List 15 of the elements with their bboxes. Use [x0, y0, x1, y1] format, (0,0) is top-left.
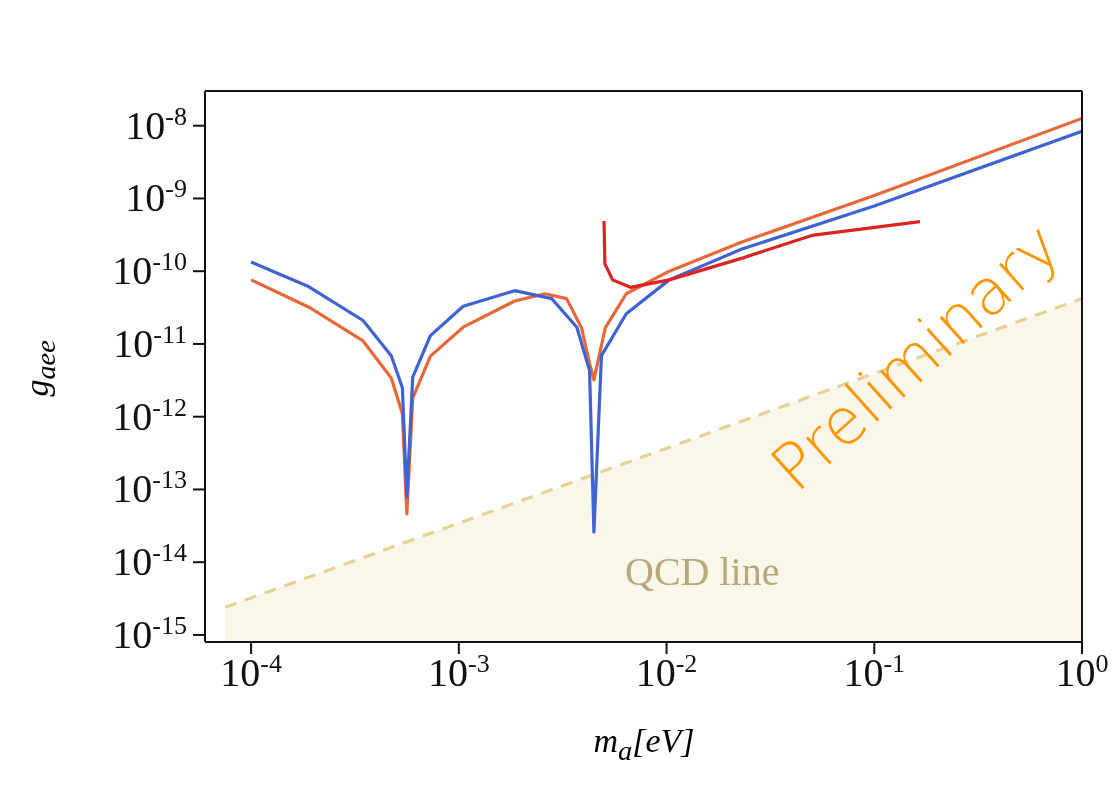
x-tick-label: 10$^{-2}$ [635, 648, 698, 695]
x-tick-label: 10$^{-4}$ [220, 648, 282, 695]
y-tick-label: 10$^{-10}$ [112, 246, 187, 294]
x-tick-label: 10$^{0}$ [1055, 648, 1109, 695]
x-axis-title: m$_{a}$[eV] [592, 722, 696, 767]
y-tick-label: 10$^{-14}$ [112, 537, 187, 585]
x-tick-label: 10$^{-3}$ [427, 648, 490, 695]
y-tick-label: 10$^{-8}$ [125, 101, 187, 148]
y-tick-label: 10$^{-9}$ [125, 173, 187, 221]
y-tick-label: 10$^{-11}$ [113, 319, 187, 366]
y-tick-label: 10$^{-15}$ [112, 610, 187, 657]
x-tick-label: 10$^{-1}$ [843, 648, 906, 695]
series-label: QCD line [625, 548, 780, 595]
y-tick-label: 10$^{-12}$ [112, 392, 187, 439]
y-tick-label: 10$^{-13}$ [112, 464, 187, 512]
